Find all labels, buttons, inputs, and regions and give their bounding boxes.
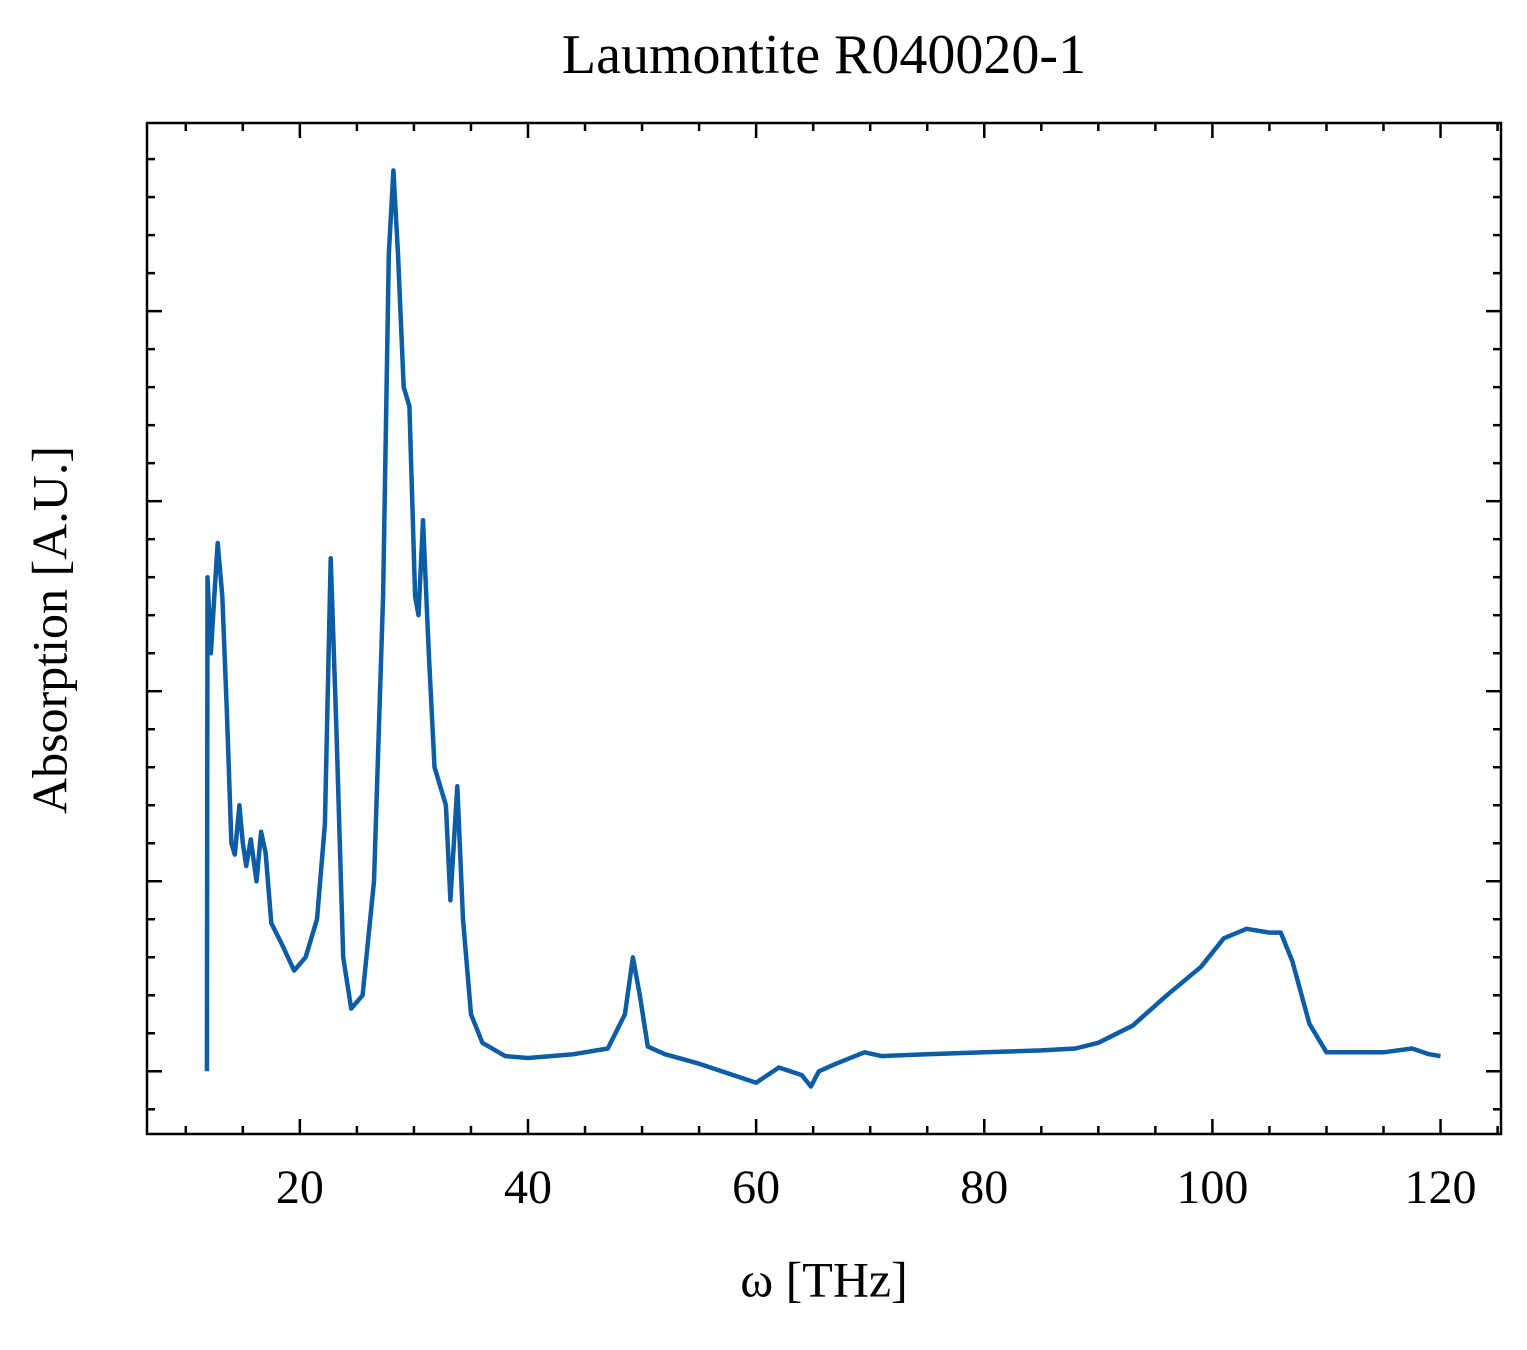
x-tick-label: 20	[276, 1161, 324, 1214]
chart-title: Laumontite R040020-1	[562, 24, 1086, 86]
plot-frame	[145, 121, 1503, 1136]
data-line	[204, 168, 1441, 1089]
x-tick-label: 100	[1176, 1161, 1248, 1214]
y-axis-label: Absorption [A.U.]	[21, 446, 77, 814]
x-tick-label: 120	[1405, 1161, 1477, 1214]
x-tick-label: 40	[504, 1161, 552, 1214]
x-tick-label: 80	[960, 1161, 1008, 1214]
x-tick-label: 60	[732, 1161, 780, 1214]
x-axis-label: ω [THz]	[740, 1251, 908, 1307]
